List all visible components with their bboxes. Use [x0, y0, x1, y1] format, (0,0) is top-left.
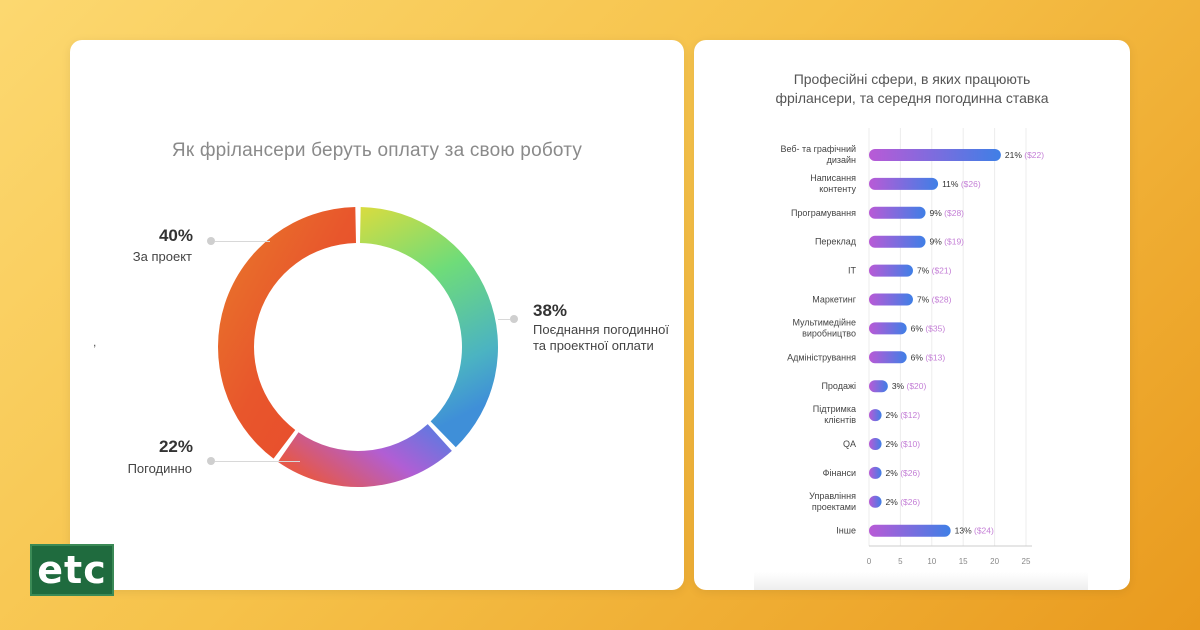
bar-category-label-0-line-1: дизайн: [827, 155, 856, 165]
bar-x-tick-label-1: 5: [898, 557, 903, 566]
bar-category-label-2-line-0: Програмування: [791, 208, 856, 218]
bar-chart-footer-fade: [754, 572, 1088, 590]
slice-category-label-1-line-2: та проектної оплати: [533, 338, 654, 353]
bar-10: [869, 438, 882, 450]
bar-11: [869, 466, 882, 479]
donut-slice-0: [218, 207, 357, 459]
bar-2: [869, 206, 926, 219]
bar-value-label-7: 6% ($13): [911, 352, 946, 362]
bar-value-label-10: 2% ($10): [886, 439, 921, 449]
label-marker-1: [510, 315, 518, 323]
donut-chart-title: Як фрілансери беруть оплату за свою робо…: [171, 140, 583, 161]
donut-chart: [218, 207, 499, 487]
bar-category-label-9-line-1: клієнтів: [824, 415, 856, 425]
bar-category-label-10-line-0: QA: [843, 439, 856, 449]
bar-category-label-0-line-0: Веб- та графічний: [781, 144, 857, 154]
bar-category-label-5-line-0: Маркетинг: [812, 295, 856, 305]
bar-x-tick-label-3: 15: [959, 557, 968, 566]
bar-category-label-13-line-0: Інше: [836, 526, 856, 536]
slice-category-label-0: За проект: [132, 249, 192, 264]
bar-value-label-4: 7% ($21): [917, 266, 952, 276]
label-marker-0: [207, 237, 215, 245]
etc-logo: etc: [30, 544, 114, 596]
slice-category-label-2: Погодинно: [127, 461, 192, 476]
bar-value-label-2: 9% ($28): [930, 208, 965, 218]
bar-value-label-8: 3% ($20): [892, 381, 927, 391]
bar-category-label-1-line-1: контенту: [819, 184, 856, 194]
bar-value-label-5: 7% ($28): [917, 295, 952, 305]
slice-value-label-0: 40%: [158, 226, 193, 245]
bar-value-label-12: 2% ($26): [886, 497, 921, 507]
bar-value-label-9: 2% ($12): [886, 410, 921, 420]
donut-slice-1: [359, 207, 499, 448]
slice-category-label-1-line-1: Поєднання погодинної: [533, 322, 669, 337]
bar-7: [869, 351, 907, 364]
bar-value-label-1: 11% ($26): [942, 179, 981, 189]
label-marker-2: [207, 457, 215, 465]
donut-slice-2: [277, 424, 452, 487]
bar-0: [869, 149, 1001, 161]
bar-5: [869, 293, 913, 306]
bar-value-label-13: 13% ($24): [955, 526, 994, 536]
bar-value-label-11: 2% ($26): [886, 468, 921, 478]
bar-category-label-12-line-1: проектами: [812, 502, 856, 512]
bar-category-label-7-line-0: Адміністрування: [787, 352, 856, 362]
bar-category-label-1-line-0: Написання: [810, 173, 856, 183]
bar-12: [869, 495, 882, 508]
leader-line-0: [215, 241, 270, 242]
leader-line-1: [498, 319, 510, 320]
bar-chart-card: Професійні сфери, в яких працюють фрілан…: [694, 40, 1130, 590]
bar-category-label-8-line-0: Продажі: [821, 381, 856, 391]
bar-value-label-3: 9% ($19): [930, 237, 965, 247]
bar-category-label-11-line-0: Фінанси: [823, 468, 856, 478]
slice-value-label-1: 38%: [533, 301, 568, 320]
bar-x-tick-label-0: 0: [867, 557, 872, 566]
bar-category-label-12-line-0: Управління: [809, 491, 856, 501]
bar-category-label-6-line-0: Мультимедійне: [792, 317, 856, 327]
stray-comma: ,: [93, 335, 97, 349]
bar-value-label-6: 6% ($35): [911, 323, 946, 333]
bar-category-label-9-line-0: Підтримка: [813, 404, 856, 414]
donut-chart-card: Як фрілансери беруть оплату за свою робо…: [70, 40, 684, 590]
bar-6: [869, 322, 907, 335]
bar-4: [869, 264, 913, 277]
bar-x-tick-label-5: 25: [1022, 557, 1031, 566]
bar-value-label-0: 21% ($22): [1005, 150, 1044, 160]
bar-chart-title-line-2: фрілансери, та середня погодинна ставка: [775, 90, 1049, 106]
bar-8: [869, 380, 888, 393]
bar-9: [869, 409, 882, 422]
bar-category-label-4-line-0: IT: [848, 266, 857, 276]
bar-13: [869, 524, 951, 537]
bar-category-label-6-line-1: виробництво: [802, 328, 856, 338]
bar-chart-title: Професійні сфери, в яких працюють фрілан…: [694, 70, 1130, 108]
slice-value-label-2: 22%: [158, 437, 193, 456]
bar-chart-title-line-1: Професійні сфери, в яких працюють: [793, 71, 1031, 87]
bar-x-tick-label-2: 10: [927, 557, 936, 566]
leader-line-2: [215, 461, 300, 462]
bar-1: [869, 177, 939, 190]
bar-category-label-3-line-0: Переклад: [815, 237, 857, 247]
bar-x-tick-label-4: 20: [990, 557, 999, 566]
bar-3: [869, 235, 926, 248]
